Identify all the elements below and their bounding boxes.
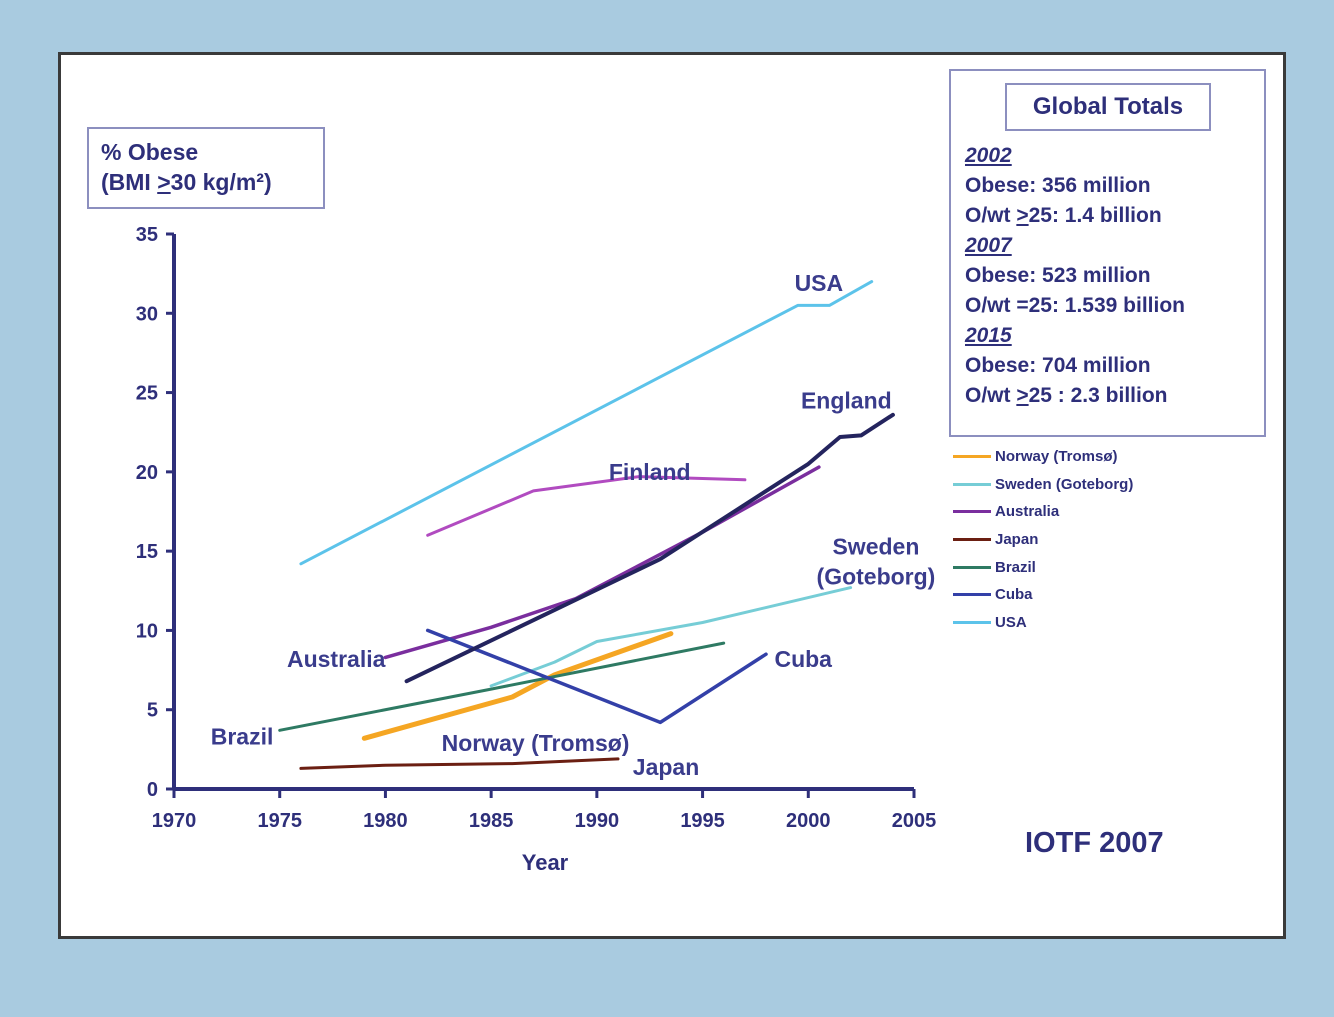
legend-item: Cuba — [953, 581, 1133, 609]
totals-obese-2015: Obese: 704 million — [965, 354, 1151, 377]
totals-owt-2002-post: 25: 1.4 billion — [1028, 204, 1162, 227]
legend-swatch — [953, 482, 991, 486]
legend-swatch — [953, 510, 991, 514]
totals-owt-2007: O/wt =25: 1.539 billion — [965, 291, 1185, 321]
chart-panel: 1970 1975 1980 1985 1990 1995 2000 2005 0 5 10 15 20… — [58, 52, 1286, 939]
legend-label: Australia — [995, 503, 1060, 521]
y-axis-label-box: % Obese (BMI >30 kg/m²) — [87, 127, 325, 209]
totals-owt-2002: O/wt >25: 1.4 billion — [965, 201, 1185, 231]
global-totals-box: Global Totals 2002 Obese: 356 million O/… — [949, 69, 1266, 437]
x-tick-label: 2005 — [892, 810, 937, 832]
totals-owt-2002-ge: > — [1016, 204, 1029, 227]
totals-owt-2015-ge: > — [1016, 384, 1029, 407]
totals-owt-2002-pre: O/wt — [965, 204, 1017, 227]
legend-swatch — [953, 593, 991, 597]
series-line-cuba — [425, 628, 768, 725]
x-tick-label: 1995 — [680, 810, 725, 832]
series-layer — [278, 280, 895, 770]
legend-swatch — [953, 620, 991, 624]
legend-label: USA — [995, 613, 1027, 631]
x-tick-label: 1985 — [469, 810, 513, 832]
series-annotation: Norway (Tromsø) — [442, 730, 630, 756]
y-tick-label: 0 — [147, 779, 158, 801]
legend-label: Japan — [995, 531, 1039, 549]
annotations: USA England Finland Sweden (Goteborg) Austral… — [211, 270, 936, 780]
totals-year-2015: 2015 — [965, 324, 1012, 347]
series-annotation: Cuba — [774, 646, 832, 672]
y-axis-label-pre: (BMI — [101, 169, 158, 195]
x-tick-label: 1975 — [257, 810, 302, 832]
chart: 1970 1975 1980 1985 1990 1995 2000 2005 0 5 10 15 20… — [136, 224, 937, 875]
totals-owt-2007-pre: O/wt =25: 1.539 billion — [965, 294, 1185, 317]
series-annotation: Sweden — [832, 533, 919, 559]
legend-item: USA — [953, 609, 1133, 637]
legend-label: Norway (Tromsø) — [995, 448, 1118, 466]
x-tick-label: 1970 — [152, 810, 197, 832]
legend-swatch — [953, 565, 991, 569]
legend-swatch — [953, 538, 991, 542]
legend-label: Cuba — [995, 586, 1033, 604]
x-tick-label: 1990 — [575, 810, 620, 832]
y-axis-label-line2: (BMI >30 kg/m²) — [101, 167, 311, 197]
y-tick-label: 10 — [136, 620, 158, 642]
y-axis-label-line1: % Obese — [101, 139, 199, 165]
totals-obese-2002: Obese: 356 million — [965, 174, 1151, 197]
legend: Norway (Tromsø) Sweden (Goteborg) Australi… — [953, 443, 1133, 636]
series-line-australia — [383, 465, 821, 660]
totals-owt-2015-pre: O/wt — [965, 384, 1017, 407]
x-axis-label: Year — [522, 850, 569, 875]
global-totals-body: 2002 Obese: 356 million O/wt >25: 1.4 bi… — [965, 141, 1185, 411]
totals-year-2002: 2002 — [965, 144, 1012, 167]
series-annotation: Japan — [633, 754, 699, 780]
y-axis-label-ge: > — [157, 169, 171, 195]
series-line-usa — [299, 280, 874, 566]
series-annotation: Brazil — [211, 724, 274, 750]
legend-item: Norway (Tromsø) — [953, 443, 1133, 471]
y-tick-label: 5 — [147, 700, 158, 722]
series-line-england — [404, 412, 895, 684]
y-tick-label: 25 — [136, 383, 158, 405]
series-annotation: (Goteborg) — [817, 564, 936, 590]
series-line-japan — [299, 757, 620, 770]
series-line-sweden-goteborg- — [489, 586, 853, 688]
x-tick-label: 2000 — [786, 810, 831, 832]
legend-item: Australia — [953, 498, 1133, 526]
x-tick-label: 1980 — [363, 810, 408, 832]
legend-swatch — [953, 455, 991, 459]
y-tick-label: 15 — [136, 541, 158, 563]
totals-owt-2015: O/wt >25 : 2.3 billion — [965, 381, 1185, 411]
y-tick-label: 20 — [136, 462, 158, 484]
totals-owt-2015-post: 25 : 2.3 billion — [1028, 384, 1168, 407]
totals-obese-2007: Obese: 523 million — [965, 264, 1151, 287]
legend-label: Brazil — [995, 558, 1036, 576]
series-line-norway-troms- — [361, 631, 674, 741]
y-tick-label: 35 — [136, 224, 158, 246]
series-line-brazil — [278, 641, 726, 732]
y-tick-label: 30 — [136, 303, 158, 325]
legend-item: Japan — [953, 526, 1133, 554]
y-axis-label-post: 30 kg/m²) — [170, 169, 272, 195]
series-line-finland — [426, 475, 747, 537]
legend-item: Sweden (Goteborg) — [953, 471, 1133, 499]
axes: 1970 1975 1980 1985 1990 1995 2000 2005 0 5 10 15 20… — [136, 224, 937, 875]
series-annotation: Finland — [609, 459, 691, 485]
global-totals-title: Global Totals — [1005, 83, 1211, 131]
series-annotation: USA — [795, 270, 844, 296]
series-annotation: Australia — [287, 646, 386, 672]
totals-year-2007: 2007 — [965, 234, 1012, 257]
series-annotation: England — [801, 388, 892, 414]
legend-label: Sweden (Goteborg) — [995, 475, 1134, 493]
credit-text: IOTF 2007 — [1025, 827, 1164, 859]
legend-item: Brazil — [953, 553, 1133, 581]
